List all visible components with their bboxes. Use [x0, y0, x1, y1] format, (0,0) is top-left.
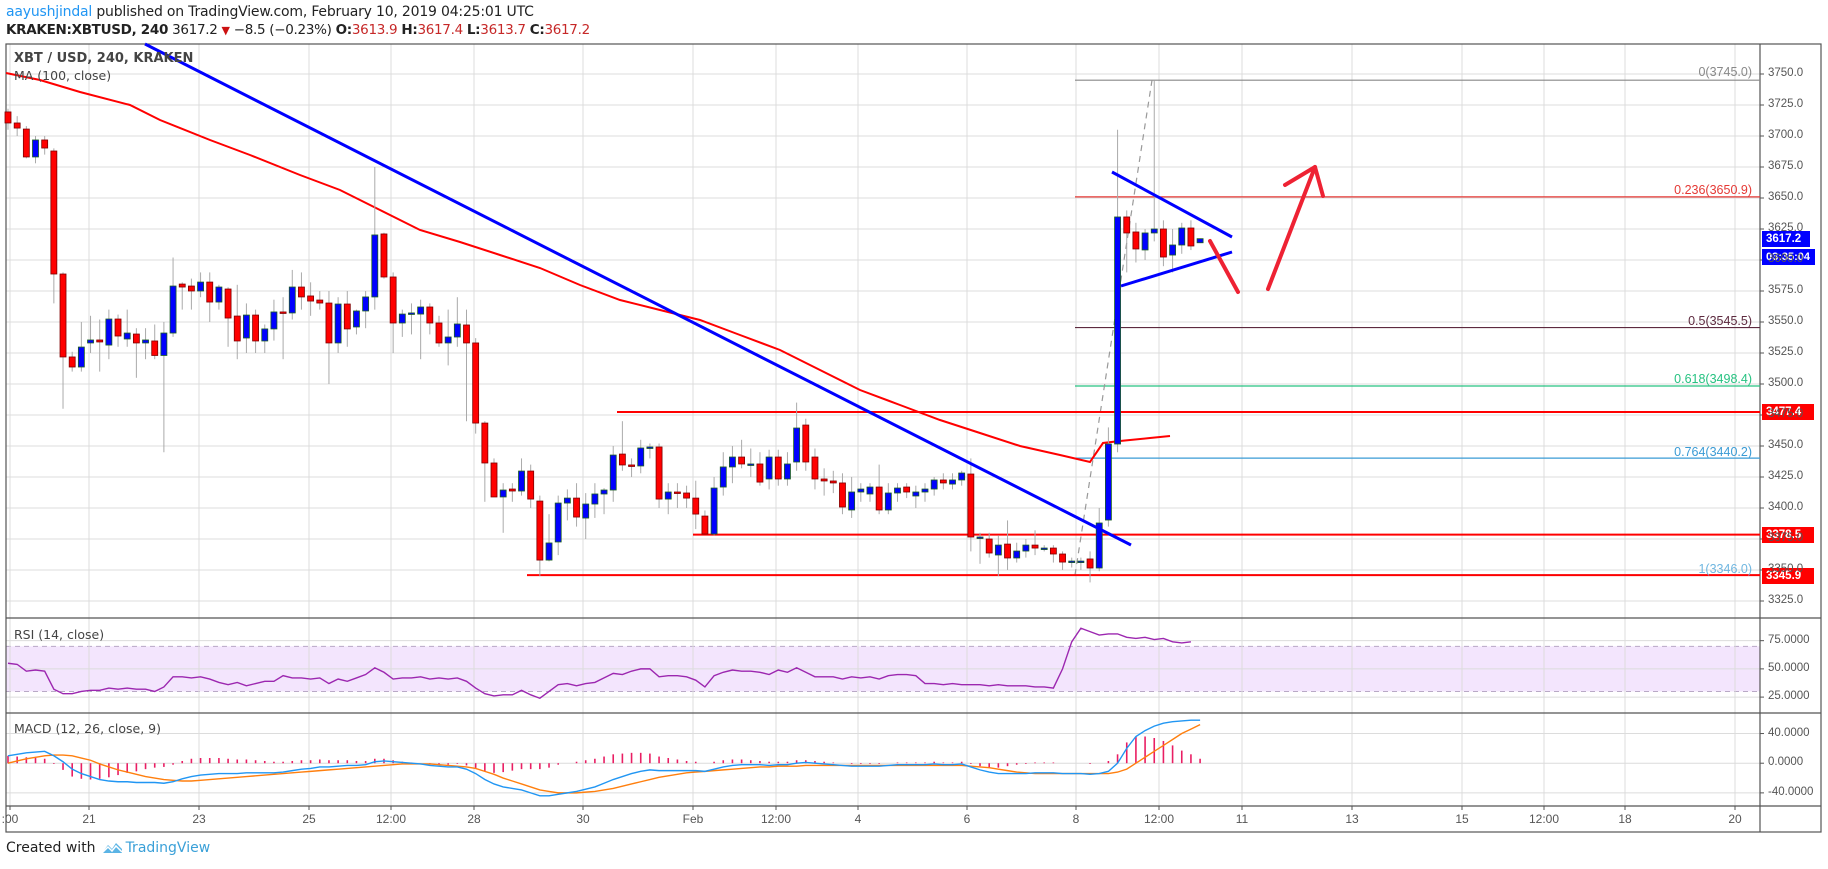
time-axis-label: 30 [576, 812, 590, 826]
open-value: 3613.9 [351, 22, 398, 38]
symbol-info: KRAKEN:XBTUSD, 240 3617.2 ▼ −8.5 (−0.23%… [6, 22, 590, 38]
axis-label: 3725.0 [1768, 98, 1804, 110]
axis-label: 3475.0 [1768, 408, 1804, 420]
axis-label: 3675.0 [1768, 160, 1804, 172]
time-axis-label: 23 [192, 812, 206, 826]
axis-label: 3325.0 [1768, 594, 1804, 606]
down-triangle-icon: ▼ [221, 24, 230, 37]
low-value: 3613.7 [480, 22, 526, 38]
support2-tag: 3345.9 [1762, 568, 1814, 584]
last-price-tag: 3617.2 [1762, 231, 1810, 247]
axis-label: -40.0000 [1768, 785, 1814, 798]
axis-label: 3450.0 [1768, 439, 1804, 451]
time-axis-label: 8 [1072, 812, 1080, 826]
axis-label: 3550.0 [1768, 315, 1804, 327]
time-axis-label: 6 [963, 812, 971, 826]
time-axis-label: 18 [1618, 812, 1632, 826]
time-axis-label: 12:00 [1143, 812, 1175, 826]
time-axis-label: 13 [1345, 812, 1359, 826]
macd-legend[interactable]: MACD (12, 26, close, 9) [14, 721, 161, 736]
fib-0764-label: 0.764(3440.2) [1674, 445, 1752, 459]
axis-label: 3650.0 [1768, 191, 1804, 203]
countdown-tag: 03:35:04 [1762, 249, 1815, 265]
rsi-legend[interactable]: RSI (14, close) [14, 627, 105, 642]
tradingview-link[interactable]: TradingView [125, 840, 211, 856]
axis-label: 3400.0 [1768, 501, 1804, 513]
axis-label: 3425.0 [1768, 470, 1804, 482]
fib-0236-label: 0.236(3650.9) [1674, 183, 1752, 197]
price-change: −8.5 (−0.23%) [233, 22, 332, 38]
last-price: 3617.2 [172, 22, 218, 38]
time-axis-label: 11 [1235, 812, 1249, 826]
resistance-tag: 3477.4 [1762, 404, 1814, 420]
axis-label: 3700.0 [1768, 129, 1804, 141]
axis-label: 3625.0 [1768, 222, 1804, 234]
created-with-text: Created with [6, 840, 96, 856]
ma-legend[interactable]: MA (100, close) [14, 68, 112, 83]
axis-label: 25.0000 [1768, 690, 1810, 703]
fib-0618-label: 0.618(3498.4) [1674, 372, 1752, 386]
time-axis-label: 12:00 [375, 812, 407, 826]
time-axis-label: 4 [854, 812, 862, 826]
time-axis-label: 12:00 [760, 812, 792, 826]
publish-info: aayushjindal published on TradingView.co… [6, 4, 534, 20]
chart-title: XBT / USD, 240, KRAKEN [14, 51, 194, 66]
footer: Created with TradingView [6, 840, 210, 856]
close-value: 3617.2 [544, 22, 590, 38]
time-axis-label: 25 [302, 812, 316, 826]
axis-label: 50.0000 [1768, 661, 1810, 674]
high-label: H: [401, 22, 418, 38]
axis-label: 3575.0 [1768, 284, 1804, 296]
open-label: O: [335, 22, 353, 38]
axis-label: 3500.0 [1768, 377, 1804, 389]
axis-label: 3750.0 [1768, 67, 1804, 79]
publish-text: published on TradingView.com, February 1… [92, 4, 534, 20]
axis-label: 3350.0 [1768, 563, 1804, 575]
low-label: L: [466, 22, 481, 38]
high-value: 3617.4 [417, 22, 463, 38]
support1-tag: 3378.5 [1762, 527, 1814, 543]
axis-label: 75.0000 [1768, 633, 1810, 646]
time-axis-label: :00 [1, 812, 19, 826]
fib-05-label: 0.5(3545.5) [1688, 314, 1752, 328]
time-axis-label: 28 [467, 812, 481, 826]
time-axis-label: 15 [1455, 812, 1469, 826]
time-axis-label: 21 [82, 812, 96, 826]
tradingview-logo-icon [101, 843, 123, 854]
time-axis-label: Feb [682, 812, 704, 826]
fib-0-label: 0(3745.0) [1698, 65, 1752, 79]
axis-label: 3375.0 [1768, 532, 1804, 544]
time-axis-label: 12:00 [1528, 812, 1560, 826]
fib-1-label: 1(3346.0) [1698, 562, 1752, 576]
author-link[interactable]: aayushjindal [6, 4, 93, 20]
close-label: C: [529, 22, 545, 38]
symbol-label: KRAKEN:XBTUSD, 240 [6, 22, 169, 38]
axis-label: 40.0000 [1768, 726, 1810, 739]
time-axis-label: 20 [1728, 812, 1742, 826]
axis-label: 3525.0 [1768, 346, 1804, 358]
axis-label: 0.0000 [1768, 756, 1804, 769]
axis-label: 3600.0 [1768, 253, 1804, 265]
